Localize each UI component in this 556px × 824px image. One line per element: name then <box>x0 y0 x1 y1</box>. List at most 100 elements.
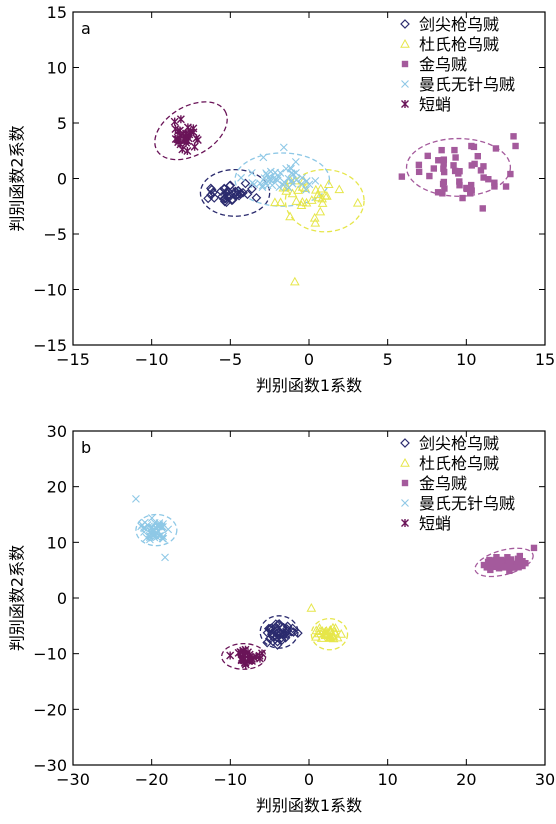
legend-entry-label: 曼氏无针乌贼 <box>419 75 515 94</box>
data-point <box>506 562 514 570</box>
data-point <box>514 555 522 563</box>
data-point <box>208 187 218 198</box>
data-point <box>171 135 180 144</box>
data-point <box>238 187 248 198</box>
legend-entry-label: 杜氏枪乌贼 <box>419 454 499 473</box>
data-point <box>468 187 475 194</box>
x-tick-label: 15 <box>535 350 555 369</box>
y-tick-label: 20 <box>47 478 67 497</box>
data-point <box>474 152 481 160</box>
confidence-ellipse <box>310 617 349 651</box>
data-point <box>439 180 447 188</box>
data-point <box>491 183 498 190</box>
data-point <box>153 533 161 541</box>
y-axis-title: 判别函数2系数 <box>8 125 27 231</box>
data-point <box>311 631 321 641</box>
data-point <box>256 179 264 188</box>
legend-entry-label: 短蛸 <box>419 95 451 114</box>
x-tick-label: 10 <box>456 350 476 369</box>
legend-marker <box>401 100 409 108</box>
series-points <box>270 175 363 286</box>
series-points <box>237 143 320 194</box>
data-point <box>281 624 292 634</box>
data-point <box>282 629 293 640</box>
data-point <box>291 196 302 205</box>
data-point <box>511 564 518 571</box>
data-point <box>492 145 500 152</box>
data-point <box>456 182 463 189</box>
data-point <box>264 633 275 644</box>
data-point <box>328 622 338 632</box>
data-point <box>424 152 431 160</box>
data-point <box>206 184 217 195</box>
data-point <box>275 183 284 192</box>
legend-marker <box>400 38 410 48</box>
y-tick-label: −15 <box>33 336 67 355</box>
data-point <box>154 521 163 530</box>
data-point <box>220 193 231 204</box>
data-point <box>517 561 524 568</box>
series-points <box>480 544 538 575</box>
data-point <box>216 186 226 197</box>
data-point <box>146 535 154 544</box>
data-point <box>493 554 500 561</box>
data-point <box>507 170 514 178</box>
data-point <box>503 563 510 571</box>
data-point <box>161 553 169 562</box>
data-point <box>251 192 262 203</box>
legend-marker <box>401 60 409 68</box>
data-point <box>147 527 155 536</box>
y-axis-title: 判别函数2系数 <box>8 545 27 651</box>
data-point <box>234 648 243 657</box>
x-axis-title: 判别函数1系数 <box>256 376 362 395</box>
data-point <box>226 651 235 660</box>
data-point <box>332 632 343 642</box>
data-point <box>440 156 448 163</box>
data-point <box>487 566 494 574</box>
y-tick-label: 15 <box>47 3 67 22</box>
data-point <box>314 623 325 632</box>
data-point <box>463 185 470 193</box>
data-point <box>263 170 271 179</box>
data-point <box>311 176 320 185</box>
confidence-ellipse <box>135 513 178 547</box>
data-point <box>512 142 519 150</box>
data-point <box>247 169 256 177</box>
data-point <box>298 173 306 182</box>
series-points <box>226 645 266 669</box>
data-point <box>258 183 267 192</box>
data-point <box>323 179 334 188</box>
data-point <box>486 556 493 564</box>
x-tick-label: 0 <box>304 770 314 789</box>
data-point <box>240 650 249 659</box>
x-tick-label: 5 <box>383 350 393 369</box>
data-point <box>265 623 276 634</box>
legend-entry-label: 金乌贼 <box>419 55 467 74</box>
y-tick-label: 10 <box>47 533 67 552</box>
data-point <box>247 184 257 194</box>
data-point <box>502 183 510 190</box>
data-point <box>470 143 478 151</box>
data-point <box>522 559 529 567</box>
data-point <box>441 185 448 192</box>
x-tick-label: −10 <box>213 770 247 789</box>
y-tick-label: 5 <box>57 114 67 133</box>
data-point <box>297 197 308 206</box>
data-point <box>155 521 164 529</box>
y-tick-label: −10 <box>33 281 67 300</box>
data-point <box>209 193 220 203</box>
legend-marker <box>400 438 410 448</box>
data-point <box>485 176 492 183</box>
data-point <box>224 190 234 201</box>
data-point <box>132 495 140 503</box>
data-point <box>226 195 237 205</box>
data-point <box>287 623 298 634</box>
data-point <box>315 183 326 193</box>
data-point <box>291 157 300 166</box>
data-point <box>439 190 446 197</box>
legend-entry-label: 金乌贼 <box>419 474 467 493</box>
series-points <box>132 495 173 562</box>
data-point <box>141 524 149 533</box>
